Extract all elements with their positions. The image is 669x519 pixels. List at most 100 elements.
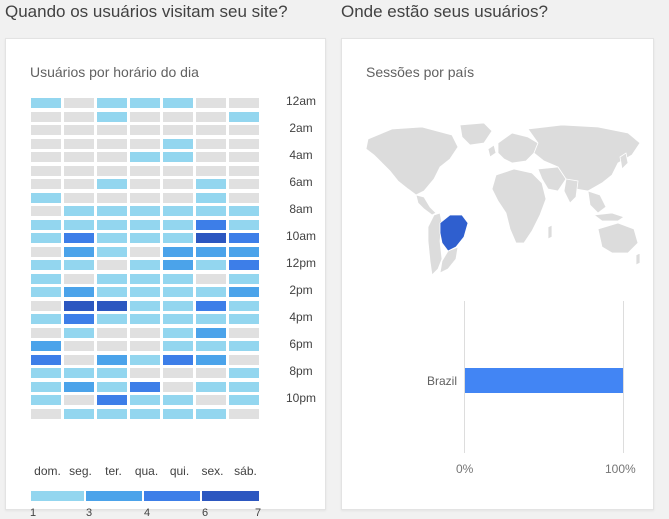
heatmap-cell[interactable]	[229, 112, 259, 122]
heatmap-cell[interactable]	[97, 260, 127, 270]
heatmap-cell[interactable]	[196, 112, 226, 122]
heatmap-cell[interactable]	[196, 139, 226, 149]
heatmap-cell[interactable]	[31, 314, 61, 324]
heatmap-cell[interactable]	[229, 382, 259, 392]
heatmap-cell[interactable]	[130, 341, 160, 351]
heatmap-cell[interactable]	[229, 193, 259, 203]
heatmap-cell[interactable]	[130, 179, 160, 189]
heatmap-cell[interactable]	[229, 314, 259, 324]
heatmap-cell[interactable]	[163, 260, 193, 270]
heatmap-cell[interactable]	[196, 274, 226, 284]
heatmap-cell[interactable]	[229, 274, 259, 284]
heatmap-cell[interactable]	[64, 247, 94, 257]
heatmap-cell[interactable]	[97, 368, 127, 378]
heatmap-cell[interactable]	[130, 260, 160, 270]
heatmap-cell[interactable]	[31, 166, 61, 176]
heatmap-cell[interactable]	[130, 274, 160, 284]
heatmap-cell[interactable]	[31, 112, 61, 122]
heatmap-cell[interactable]	[97, 328, 127, 338]
heatmap-cell[interactable]	[97, 152, 127, 162]
heatmap-cell[interactable]	[130, 287, 160, 297]
heatmap-cell[interactable]	[163, 328, 193, 338]
heatmap-cell[interactable]	[163, 287, 193, 297]
heatmap-cell[interactable]	[196, 193, 226, 203]
heatmap-cell[interactable]	[163, 341, 193, 351]
heatmap-cell[interactable]	[163, 301, 193, 311]
heatmap-cell[interactable]	[64, 166, 94, 176]
heatmap-cell[interactable]	[130, 314, 160, 324]
heatmap-cell[interactable]	[64, 355, 94, 365]
heatmap-cell[interactable]	[31, 355, 61, 365]
heatmap-cell[interactable]	[163, 314, 193, 324]
heatmap-cell[interactable]	[31, 125, 61, 135]
heatmap-cell[interactable]	[196, 233, 226, 243]
heatmap-cell[interactable]	[229, 395, 259, 405]
heatmap-cell[interactable]	[64, 382, 94, 392]
heatmap-cell[interactable]	[130, 395, 160, 405]
heatmap-cell[interactable]	[97, 382, 127, 392]
heatmap-cell[interactable]	[31, 139, 61, 149]
heatmap-cell[interactable]	[130, 152, 160, 162]
heatmap-cell[interactable]	[229, 368, 259, 378]
heatmap-cell[interactable]	[163, 125, 193, 135]
heatmap-cell[interactable]	[97, 139, 127, 149]
heatmap-cell[interactable]	[31, 233, 61, 243]
heatmap-cell[interactable]	[130, 193, 160, 203]
heatmap-cell[interactable]	[229, 260, 259, 270]
heatmap-cell[interactable]	[64, 328, 94, 338]
heatmap-cell[interactable]	[196, 179, 226, 189]
heatmap-cell[interactable]	[130, 409, 160, 419]
heatmap-cell[interactable]	[196, 247, 226, 257]
heatmap-cell[interactable]	[130, 247, 160, 257]
heatmap-cell[interactable]	[64, 314, 94, 324]
bar-brazil[interactable]	[465, 368, 623, 393]
heatmap-cell[interactable]	[64, 395, 94, 405]
heatmap-cell[interactable]	[31, 301, 61, 311]
heatmap-cell[interactable]	[31, 341, 61, 351]
heatmap-cell[interactable]	[196, 98, 226, 108]
heatmap-cell[interactable]	[163, 179, 193, 189]
heatmap-cell[interactable]	[130, 301, 160, 311]
heatmap-cell[interactable]	[196, 368, 226, 378]
heatmap-cell[interactable]	[163, 274, 193, 284]
heatmap-cell[interactable]	[229, 409, 259, 419]
heatmap-cell[interactable]	[229, 166, 259, 176]
heatmap-cell[interactable]	[196, 260, 226, 270]
heatmap-cell[interactable]	[64, 301, 94, 311]
heatmap-cell[interactable]	[196, 314, 226, 324]
heatmap-cell[interactable]	[163, 233, 193, 243]
heatmap-cell[interactable]	[97, 287, 127, 297]
heatmap-cell[interactable]	[64, 287, 94, 297]
heatmap-cell[interactable]	[31, 206, 61, 216]
heatmap-cell[interactable]	[31, 409, 61, 419]
heatmap-cell[interactable]	[229, 125, 259, 135]
heatmap-cell[interactable]	[163, 220, 193, 230]
heatmap-cell[interactable]	[163, 193, 193, 203]
heatmap-cell[interactable]	[130, 368, 160, 378]
heatmap-cell[interactable]	[97, 409, 127, 419]
heatmap-cell[interactable]	[196, 206, 226, 216]
heatmap-cell[interactable]	[97, 220, 127, 230]
heatmap-cell[interactable]	[64, 179, 94, 189]
heatmap-cell[interactable]	[31, 368, 61, 378]
heatmap-cell[interactable]	[31, 179, 61, 189]
heatmap-cell[interactable]	[97, 355, 127, 365]
heatmap-cell[interactable]	[31, 193, 61, 203]
heatmap-cell[interactable]	[97, 341, 127, 351]
heatmap-cell[interactable]	[97, 206, 127, 216]
heatmap-cell[interactable]	[130, 382, 160, 392]
heatmap-cell[interactable]	[64, 220, 94, 230]
heatmap-cell[interactable]	[31, 98, 61, 108]
heatmap-cell[interactable]	[31, 395, 61, 405]
heatmap-cell[interactable]	[196, 152, 226, 162]
heatmap-cell[interactable]	[130, 233, 160, 243]
heatmap-cell[interactable]	[130, 328, 160, 338]
heatmap-cell[interactable]	[64, 233, 94, 243]
heatmap-cell[interactable]	[64, 274, 94, 284]
heatmap-cell[interactable]	[130, 139, 160, 149]
heatmap-cell[interactable]	[229, 233, 259, 243]
heatmap-cell[interactable]	[196, 382, 226, 392]
heatmap-cell[interactable]	[229, 220, 259, 230]
heatmap-cell[interactable]	[31, 382, 61, 392]
heatmap-cell[interactable]	[163, 152, 193, 162]
